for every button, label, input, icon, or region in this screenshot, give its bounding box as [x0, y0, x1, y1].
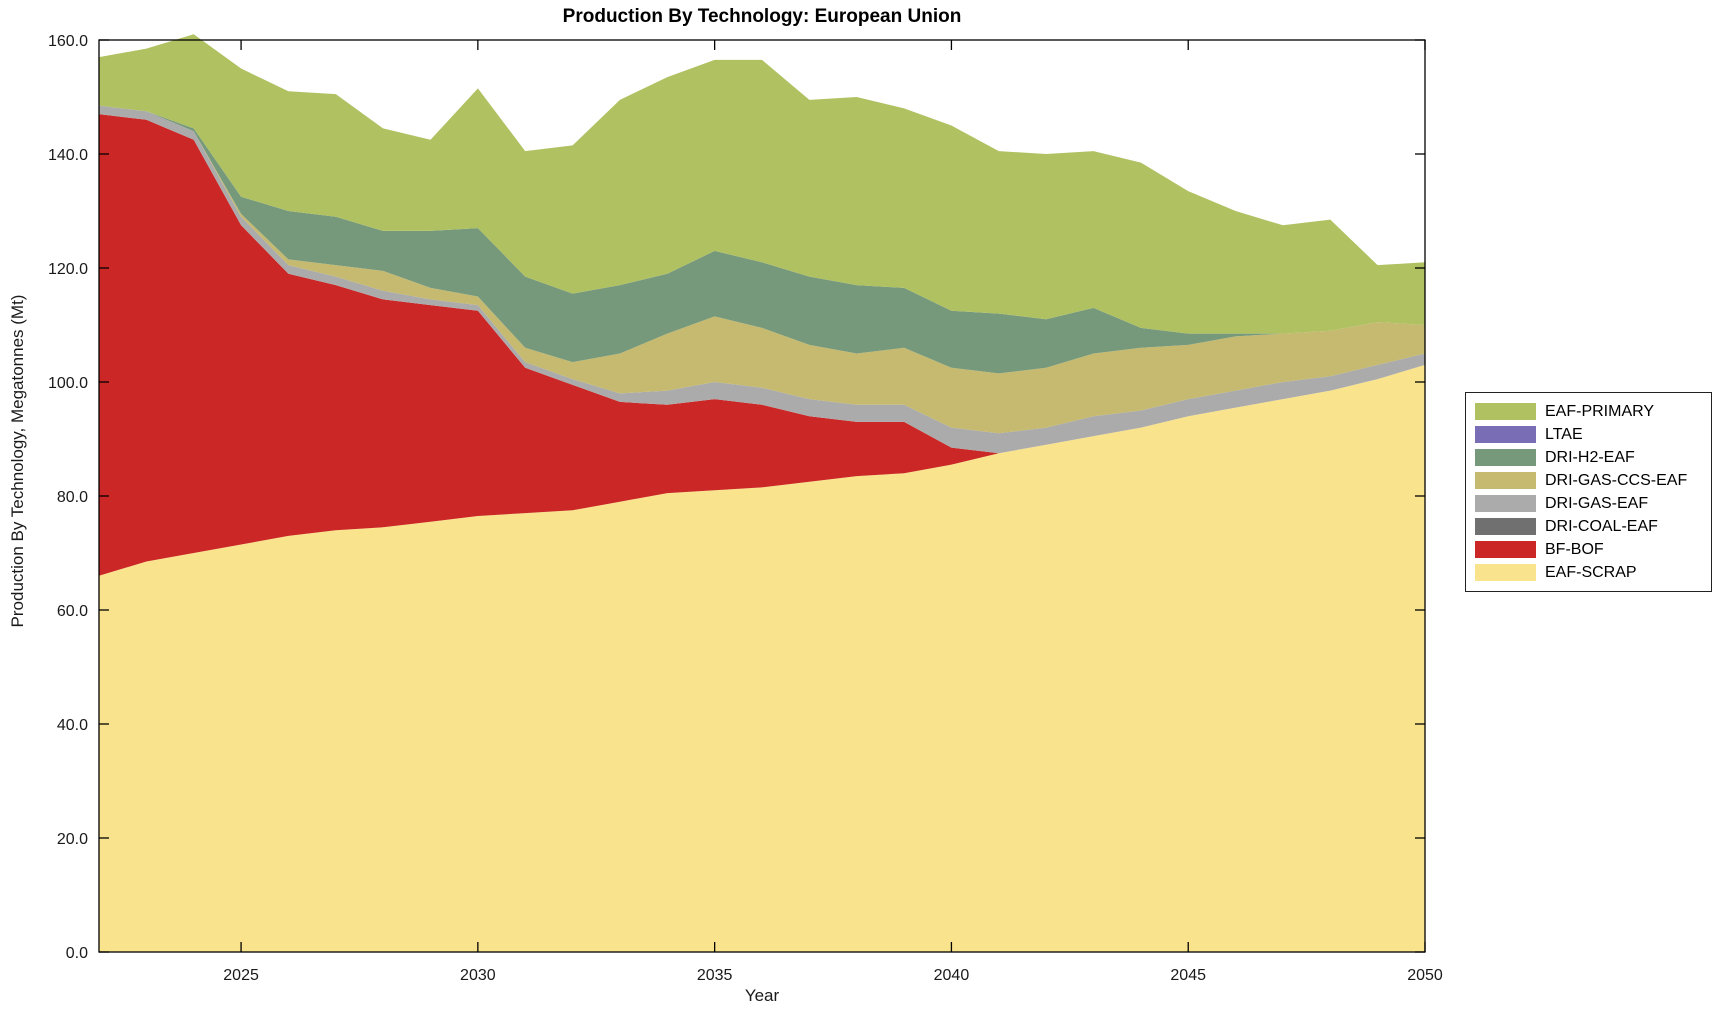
legend-swatch — [1475, 403, 1536, 420]
legend-item-bf-bof: BF-BOF — [1475, 541, 1711, 558]
legend-swatch — [1475, 518, 1536, 535]
legend-item-ltae: LTAE — [1475, 426, 1711, 443]
legend-swatch — [1475, 564, 1536, 581]
legend-label: DRI-GAS-CCS-EAF — [1545, 472, 1688, 489]
x-tick-label: 2045 — [1170, 967, 1206, 984]
y-tick-label: 20.0 — [57, 831, 88, 848]
legend-label: BF-BOF — [1545, 541, 1604, 558]
x-tick-label: 2030 — [460, 967, 496, 984]
x-tick-label: 2050 — [1407, 967, 1443, 984]
legend-item-eaf-primary: EAF-PRIMARY — [1475, 403, 1711, 420]
x-axis-label: Year — [744, 986, 780, 1005]
legend-item-dri-gas-eaf: DRI-GAS-EAF — [1475, 495, 1711, 512]
legend-label: LTAE — [1545, 426, 1583, 443]
area-bf-bof — [99, 114, 1425, 576]
legend-label: EAF-PRIMARY — [1545, 403, 1655, 420]
legend-swatch — [1475, 495, 1536, 512]
legend-label: DRI-GAS-EAF — [1545, 495, 1649, 512]
legend-label: DRI-COAL-EAF — [1545, 518, 1658, 535]
legend-item-dri-coal-eaf: DRI-COAL-EAF — [1475, 518, 1711, 535]
y-tick-label: 80.0 — [57, 489, 88, 506]
x-tick-label: 2040 — [934, 967, 970, 984]
y-tick-label: 120.0 — [48, 261, 88, 278]
area-dri-h2-eaf — [99, 105, 1425, 374]
legend-label: EAF-SCRAP — [1545, 564, 1637, 581]
legend: EAF-PRIMARY LTAE DRI-H2-EAF DRI-GAS-CCS-EAF… — [1465, 392, 1712, 592]
y-tick-label: 40.0 — [57, 717, 88, 734]
area-eaf-primary — [99, 34, 1425, 334]
area-dri-gas-ccs-eaf — [99, 105, 1425, 434]
y-tick-label: 140.0 — [48, 147, 88, 164]
x-tick-label: 2035 — [697, 967, 733, 984]
y-tick-label: 0.0 — [66, 945, 88, 962]
chart-title: Production By Technology: European Union — [562, 6, 962, 27]
legend-item-dri-gas-ccs-eaf: DRI-GAS-CCS-EAF — [1475, 472, 1711, 489]
legend-swatch — [1475, 541, 1536, 558]
legend-swatch — [1475, 426, 1536, 443]
legend-swatch — [1475, 449, 1536, 466]
legend-label: DRI-H2-EAF — [1545, 449, 1635, 466]
legend-item-dri-h2-eaf: DRI-H2-EAF — [1475, 449, 1711, 466]
y-tick-label: 100.0 — [48, 375, 88, 392]
area-eaf-scrap — [99, 364, 1425, 952]
y-tick-label: 60.0 — [57, 603, 88, 620]
x-tick-label: 2025 — [223, 967, 259, 984]
y-tick-label: 160.0 — [48, 33, 88, 50]
legend-item-eaf-scrap: EAF-SCRAP — [1475, 564, 1711, 581]
legend-swatch — [1475, 472, 1536, 489]
